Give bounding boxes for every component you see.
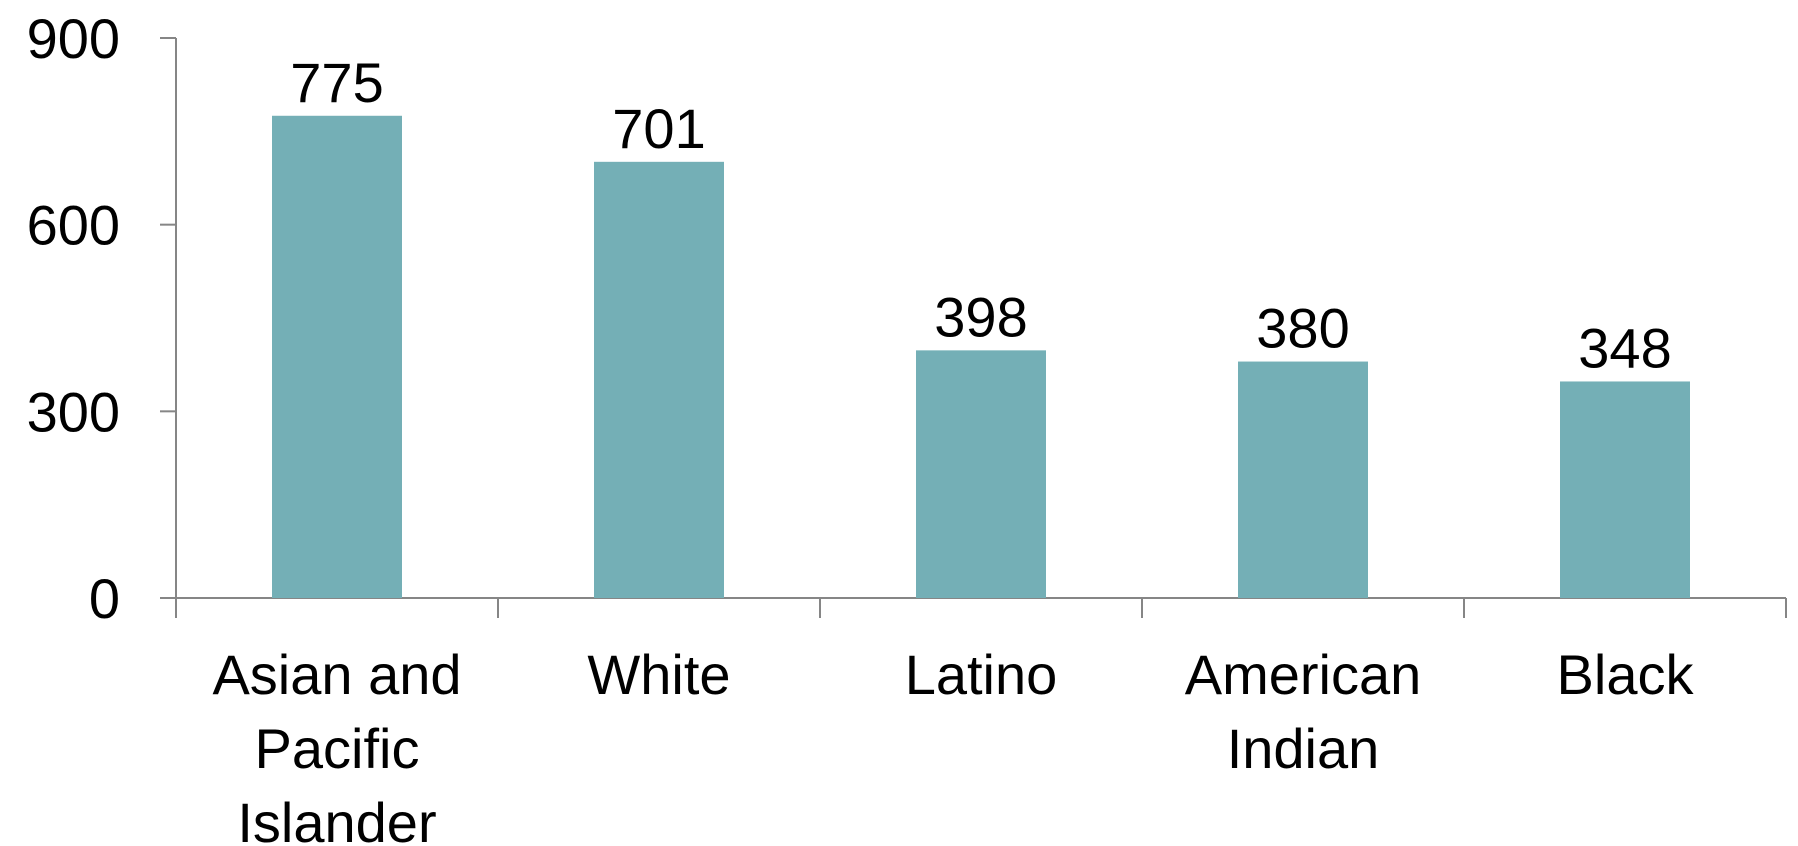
- category-label-line: Indian: [1227, 717, 1380, 780]
- bar: [272, 115, 402, 599]
- bar: [1560, 381, 1690, 598]
- bar: [594, 161, 724, 599]
- x-axis: [160, 597, 1787, 618]
- y-tick-label: 900: [27, 7, 120, 70]
- category-label-line: Asian and: [212, 643, 461, 706]
- y-axis: 0 300 600 900: [27, 7, 177, 630]
- category-labels: Asian and Pacific Islander White Latino Ameri…: [212, 643, 1694, 846]
- category-label: American Indian: [1185, 643, 1422, 780]
- bar: [1238, 361, 1368, 598]
- category-label: Black: [1557, 643, 1695, 706]
- data-label: 775: [290, 51, 383, 114]
- data-labels: 775 701 398 380 348: [290, 51, 1671, 380]
- data-label: 701: [612, 97, 705, 160]
- y-tick-label: 0: [89, 567, 120, 630]
- bar: [916, 350, 1046, 598]
- category-label: Latino: [905, 643, 1058, 706]
- category-label-line: Islander: [237, 791, 436, 846]
- data-label: 398: [934, 285, 1027, 348]
- data-label: 380: [1256, 297, 1349, 360]
- category-label-line: American: [1185, 643, 1422, 706]
- category-label-line: Pacific: [255, 717, 420, 780]
- data-label: 348: [1578, 316, 1671, 379]
- y-tick-label: 600: [27, 194, 120, 257]
- category-label: Asian and Pacific Islander: [212, 643, 461, 846]
- category-label-line: Latino: [905, 643, 1058, 706]
- bars: [272, 115, 1690, 599]
- y-tick-label: 300: [27, 380, 120, 443]
- category-label-line: Black: [1557, 643, 1695, 706]
- category-label-line: White: [587, 643, 730, 706]
- category-label: White: [587, 643, 730, 706]
